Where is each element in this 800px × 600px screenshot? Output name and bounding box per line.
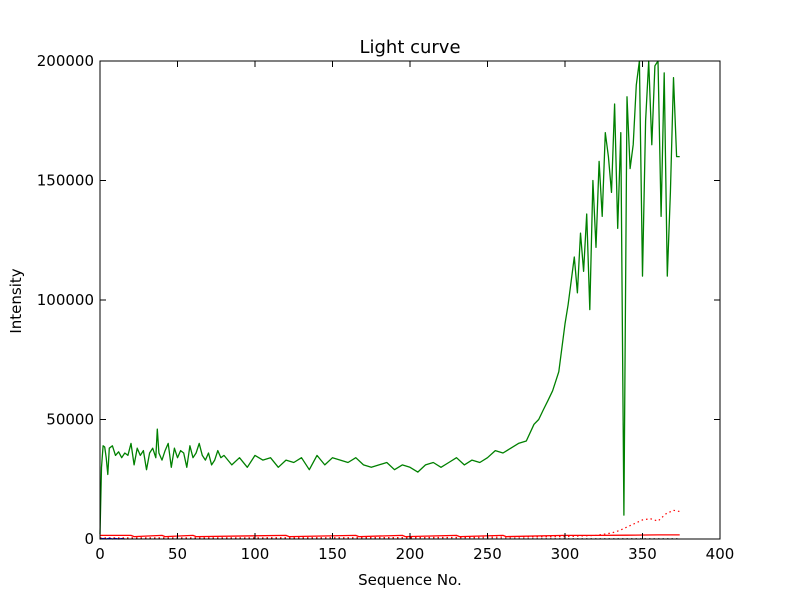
y-tick-label: 0 xyxy=(84,530,94,548)
x-tick-label: 400 xyxy=(706,545,735,563)
y-axis-title: Intensity xyxy=(7,268,25,333)
y-tick-label: 100000 xyxy=(37,291,94,309)
ticks-layer: 0 50 100 150 200 250 300 350 400 0 50000 100000 1500… xyxy=(37,52,735,563)
x-tick-label: 0 xyxy=(95,545,105,563)
y-tick-label: 150000 xyxy=(37,172,94,190)
x-tick-label: 200 xyxy=(396,545,425,563)
x-tick-label: 50 xyxy=(168,545,187,563)
chart-title: Light curve xyxy=(359,37,460,58)
x-tick-label: 300 xyxy=(551,545,580,563)
x-tick-label: 250 xyxy=(473,545,502,563)
x-axis-title: Sequence No. xyxy=(358,571,462,589)
y-tick-label: 50000 xyxy=(46,411,94,429)
x-tick-label: 150 xyxy=(318,545,347,563)
series-line-0 xyxy=(99,60,680,535)
x-tick-label: 100 xyxy=(241,545,270,563)
series-line-1 xyxy=(100,534,680,538)
y-tick-label: 200000 xyxy=(37,52,94,70)
x-tick-label: 350 xyxy=(628,545,657,563)
